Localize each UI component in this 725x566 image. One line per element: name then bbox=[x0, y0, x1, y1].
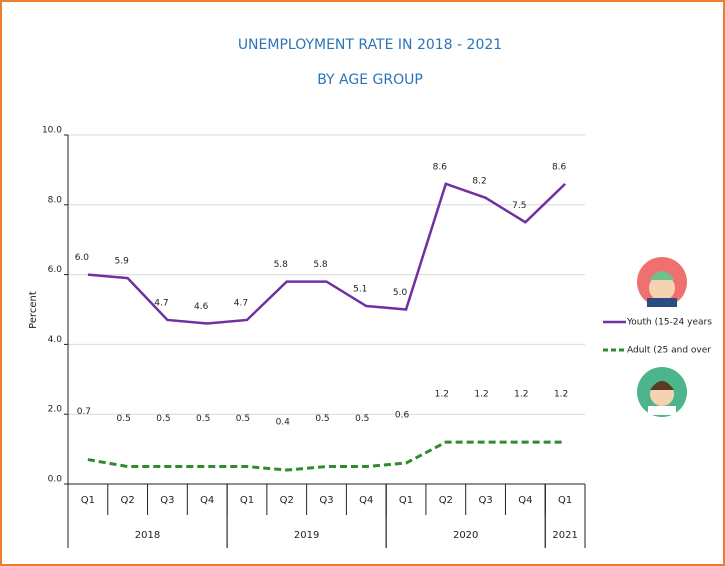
value-label: 0.5 bbox=[116, 414, 130, 424]
x-tick-label: Q4 bbox=[518, 495, 532, 506]
x-tick-label: Q4 bbox=[359, 495, 373, 506]
y-tick-label: 8.0 bbox=[48, 195, 63, 205]
value-label: 4.7 bbox=[234, 298, 248, 308]
value-label: 0.5 bbox=[315, 414, 329, 424]
x-tick-label: Q2 bbox=[439, 495, 453, 506]
y-tick-label: 10.0 bbox=[42, 126, 62, 136]
value-label: 0.5 bbox=[196, 414, 210, 424]
value-label: 0.7 bbox=[77, 407, 91, 417]
y-tick-label: 0.0 bbox=[48, 475, 63, 485]
value-label: 0.5 bbox=[355, 414, 369, 424]
x-tick-label: Q1 bbox=[240, 495, 254, 506]
value-label: 1.2 bbox=[554, 390, 568, 400]
youth-icon bbox=[637, 257, 687, 307]
y-tick-label: 2.0 bbox=[48, 405, 63, 415]
value-label: 5.9 bbox=[114, 257, 129, 267]
x-tick-label: Q1 bbox=[399, 495, 413, 506]
value-label: 1.2 bbox=[514, 390, 528, 400]
value-label: 0.4 bbox=[276, 418, 291, 428]
value-label: 8.6 bbox=[433, 162, 448, 172]
legend-label: Youth (15-24 years bbox=[626, 318, 712, 328]
value-label: 5.8 bbox=[313, 260, 328, 270]
group-label: 2021 bbox=[552, 530, 577, 541]
x-tick-label: Q2 bbox=[121, 495, 135, 506]
value-label: 8.6 bbox=[552, 162, 567, 172]
value-label: 0.5 bbox=[236, 414, 250, 424]
y-tick-label: 4.0 bbox=[48, 335, 63, 345]
value-label: 8.2 bbox=[472, 176, 486, 186]
adult-icon bbox=[637, 367, 687, 417]
chart-subtitle: BY AGE GROUP bbox=[317, 72, 423, 88]
x-tick-label: Q1 bbox=[81, 495, 95, 506]
x-tick-label: Q3 bbox=[160, 495, 174, 506]
group-label: 2018 bbox=[135, 530, 160, 541]
value-label: 4.7 bbox=[154, 298, 168, 308]
x-tick-label: Q3 bbox=[478, 495, 492, 506]
chart: UNEMPLOYMENT RATE IN 2018 - 2021 BY AGE … bbox=[0, 0, 725, 566]
value-label: 1.2 bbox=[474, 390, 488, 400]
value-label: 0.5 bbox=[156, 414, 170, 424]
value-label: 7.5 bbox=[512, 201, 526, 211]
value-label: 5.0 bbox=[393, 288, 408, 298]
value-label: 1.2 bbox=[435, 390, 449, 400]
group-label: 2019 bbox=[294, 530, 319, 541]
group-label: 2020 bbox=[453, 530, 478, 541]
value-label: 0.6 bbox=[395, 411, 410, 421]
value-label: 6.0 bbox=[75, 253, 90, 263]
x-tick-label: Q1 bbox=[558, 495, 572, 506]
y-tick-label: 6.0 bbox=[48, 265, 63, 275]
value-label: 5.1 bbox=[353, 285, 367, 295]
x-tick-label: Q4 bbox=[200, 495, 214, 506]
legend-label: Adult (25 and over bbox=[627, 346, 711, 356]
x-tick-label: Q2 bbox=[280, 495, 294, 506]
x-tick-label: Q3 bbox=[319, 495, 333, 506]
value-label: 5.8 bbox=[274, 260, 289, 270]
value-label: 4.6 bbox=[194, 302, 209, 312]
chart-title: UNEMPLOYMENT RATE IN 2018 - 2021 bbox=[238, 37, 502, 53]
y-axis-label: Percent bbox=[28, 291, 39, 329]
